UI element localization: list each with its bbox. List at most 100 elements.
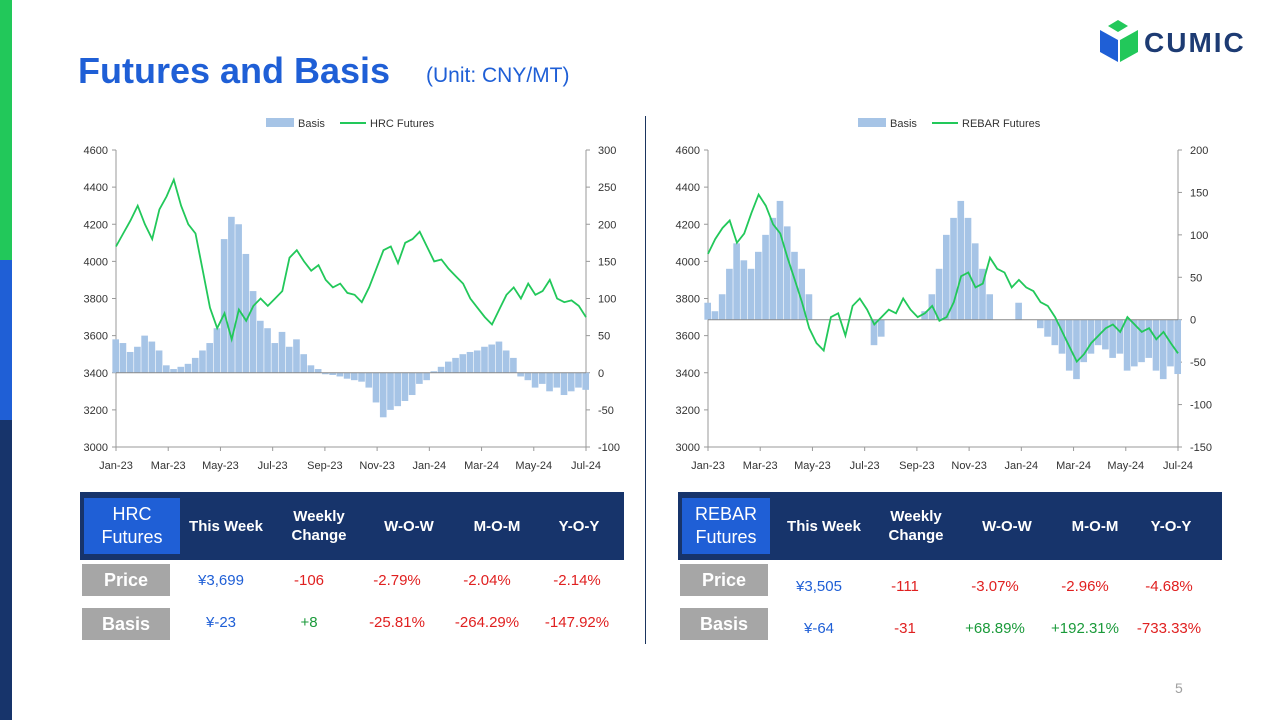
hrc-basis-bar [351,372,358,381]
rebar-basis-bar [1044,319,1051,337]
rebar-basis-bar [1116,319,1124,354]
hrc-left-tick-label: 3600 [84,331,108,343]
hrc-basis-bar [582,372,590,390]
rebar-header-wow: W-O-W [982,517,1032,535]
rebar-x-tick-label: May-23 [794,460,831,472]
rebar-basis-bar [1109,319,1116,358]
hrc-basis-bar [155,350,163,373]
hrc-chart: Basis HRC Futures300032003400360038004000… [84,118,620,472]
hrc-basis-bar [141,335,148,373]
rebar-basis-wow: +68.89% [965,620,1025,637]
rebar-table-header: REBAR Futures This Week Weekly Change W-… [678,492,1222,560]
hrc-header-mom: M-O-M [473,517,521,535]
hrc-basis-bar [336,372,344,377]
rebar-basis-bar [943,234,950,320]
rebar-price-mom: -2.96% [1061,578,1109,595]
rebar-basis-bar [957,200,965,320]
hrc-right-tick-label: 0 [598,368,604,380]
rebar-basis-bar [791,251,798,320]
logo-text: CUMIC [1144,27,1246,58]
hrc-basis-bar [445,361,452,373]
cumic-logo: CUMIC [1098,20,1258,68]
hrc-x-tick-label: May-24 [515,460,552,472]
hrc-x-tick-label: Sep-23 [307,460,342,472]
rebar-basis-bar [711,311,719,320]
rebar-legend-basis-swatch [858,118,886,127]
rebar-basis-bar [1051,319,1059,346]
hrc-basis-label: Basis [82,608,170,640]
hrc-basis-bar [401,372,409,401]
hrc-basis-bar [307,365,315,373]
rebar-x-tick-label: Mar-23 [743,460,778,472]
hrc-basis-bar [560,372,568,396]
rebar-legend-basis-label: Basis [890,118,917,130]
hrc-x-tick-label: Jul-24 [571,460,601,472]
hrc-basis-bar [264,328,271,373]
rebar-basis-bar [798,268,806,320]
rebar-basis-yoy: -733.33% [1136,620,1202,637]
hrc-basis-bar [517,372,524,377]
hrc-basis-yoy: -147.92% [544,614,610,631]
hrc-left-tick-label: 4400 [84,182,108,194]
hrc-right-tick-label: -100 [598,442,620,454]
hrc-basis-bar [249,291,257,373]
hrc-left-tick-label: 3200 [84,405,108,417]
rebar-basis-bar [1087,319,1095,354]
hrc-price-this-week: ¥3,699 [198,572,244,589]
hrc-basis-bar [199,350,206,373]
rebar-basis-bar [740,260,748,320]
hrc-table: HRC Futures This Week Weekly Change W-O-… [80,492,624,652]
rebar-left-tick-label: 3200 [676,405,700,417]
hrc-left-tick-label: 4200 [84,219,108,231]
hrc-basis-bar [567,372,575,392]
hrc-basis-bar [278,331,286,373]
rebar-basis-this-week: ¥-64 [803,620,835,637]
hrc-basis-bar [322,372,329,375]
hrc-basis-bar [293,339,300,373]
hrc-price-label: Price [82,564,170,596]
hrc-legend-basis-swatch [266,118,294,127]
rebar-basis-bar [1015,302,1022,320]
hrc-basis-bar [495,341,503,373]
hrc-basis-bar [365,372,373,388]
hrc-basis-bar [358,372,365,382]
hrc-basis-bar [408,372,416,396]
rebar-right-tick-label: -150 [1190,442,1212,454]
rebar-basis-bar [921,311,928,320]
hrc-header-yoy: Y-O-Y [558,517,600,535]
hrc-price-yoy: -2.14% [553,572,601,589]
hrc-basis-bar [502,350,510,373]
rebar-basis-bar [870,319,878,346]
rebar-table: REBAR Futures This Week Weekly Change W-… [678,492,1222,652]
chart-divider [645,116,646,644]
rebar-basis-mom: +192.31% [1051,620,1119,637]
hrc-basis-bar [329,372,336,375]
rebar-legend-futures-label: REBAR Futures [962,118,1041,130]
hrc-basis-bar [314,369,322,373]
rebar-price-label: Price [680,564,768,596]
hrc-x-tick-label: Jul-23 [258,460,288,472]
rebar-header-this-week: This Week [787,517,861,535]
rebar-x-tick-label: Jan-24 [1005,460,1039,472]
hrc-basis-bar [170,369,177,373]
rebar-basis-bar [1131,319,1138,367]
hrc-left-tick-label: 4000 [84,256,108,268]
hrc-basis-bar [112,339,120,373]
rebar-basis-bar [805,294,813,320]
page-number: 5 [1175,680,1183,696]
hrc-header-wow: W-O-W [384,517,434,535]
hrc-basis-bar [546,372,553,392]
rebar-price-weekly-change: -111 [891,578,919,595]
hrc-basis-bar [531,372,539,388]
hrc-basis-bar [119,343,127,373]
hrc-basis-bar [271,343,279,373]
rebar-right-tick-label: 150 [1190,187,1208,199]
hrc-basis-bar [481,346,488,373]
hrc-basis-bar [524,372,532,381]
hrc-price-wow: -2.79% [373,572,421,589]
rebar-right-tick-label: 50 [1190,272,1202,284]
hrc-basis-bar [510,357,517,373]
hrc-basis-bar [437,366,445,373]
hrc-x-tick-label: Nov-23 [359,460,394,472]
hrc-basis-bar [235,224,242,373]
